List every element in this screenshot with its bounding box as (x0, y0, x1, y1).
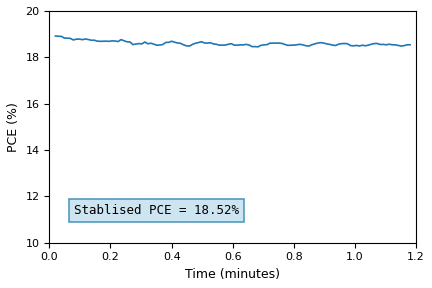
Text: Stablised PCE = 18.52%: Stablised PCE = 18.52% (74, 204, 239, 217)
Y-axis label: PCE (%): PCE (%) (7, 102, 20, 152)
X-axis label: Time (minutes): Time (minutes) (185, 268, 280, 281)
